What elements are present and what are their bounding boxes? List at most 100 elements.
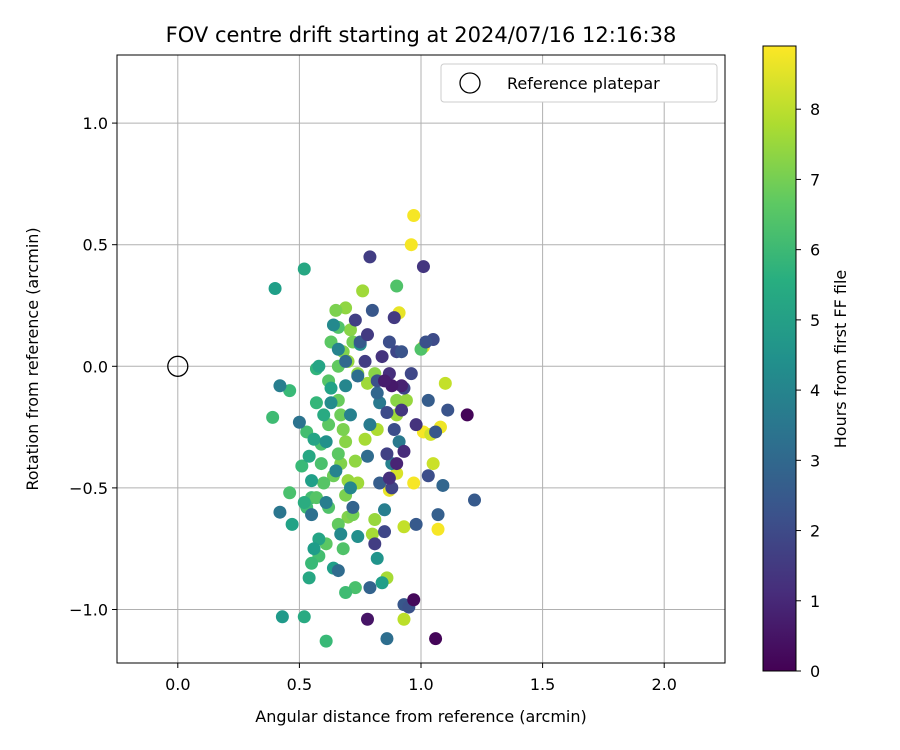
grid-lines (117, 55, 725, 663)
data-point (429, 632, 443, 646)
data-point (407, 476, 421, 490)
data-point (336, 542, 350, 556)
data-point (348, 454, 362, 468)
data-point (395, 379, 409, 393)
data-point (292, 415, 306, 429)
data-point (460, 408, 474, 422)
data-point (392, 435, 406, 449)
colorbar-tick-label: 1 (810, 592, 820, 611)
data-point (421, 393, 435, 407)
data-point (363, 418, 377, 432)
data-point (407, 593, 421, 607)
data-point (334, 408, 348, 422)
data-point (329, 464, 343, 478)
data-point (314, 457, 328, 471)
legend-label-reference: Reference platepar (507, 74, 660, 93)
data-point (331, 517, 345, 531)
data-point (397, 520, 411, 534)
colorbar-tick-label: 7 (810, 170, 820, 189)
data-point (358, 432, 372, 446)
data-point (416, 260, 430, 274)
data-point (373, 476, 387, 490)
data-point (268, 281, 282, 295)
x-tick-label: 1.5 (530, 675, 555, 694)
data-point (285, 517, 299, 531)
data-point (375, 350, 389, 364)
data-point (348, 581, 362, 595)
data-point (404, 238, 418, 252)
y-axis-ticks: −1.0 −0.5 0.0 0.5 1.0 (69, 114, 117, 619)
data-point (312, 532, 326, 546)
data-point (339, 301, 353, 315)
data-point (329, 303, 343, 317)
data-point (380, 447, 394, 461)
data-point (395, 403, 409, 417)
data-point (373, 396, 387, 410)
data-point (380, 632, 394, 646)
data-point (283, 384, 297, 398)
data-point (375, 576, 389, 590)
data-point (331, 447, 345, 461)
data-point (368, 537, 382, 551)
data-point (438, 376, 452, 390)
data-point (468, 493, 482, 507)
data-point (385, 481, 399, 495)
data-points (167, 209, 482, 648)
data-point (397, 444, 411, 458)
data-point (266, 410, 280, 424)
data-point (360, 449, 374, 463)
data-point (302, 571, 316, 585)
data-point (297, 495, 311, 509)
y-tick-label: −1.0 (69, 600, 108, 619)
data-point (326, 318, 340, 332)
data-point (283, 486, 297, 500)
data-point (319, 435, 333, 449)
data-point (324, 396, 338, 410)
data-point (431, 522, 445, 536)
data-point (360, 612, 374, 626)
data-point (305, 508, 319, 522)
data-point (409, 517, 423, 531)
data-point (312, 359, 326, 373)
data-point (390, 457, 404, 471)
data-point (339, 435, 353, 449)
data-point (370, 551, 384, 565)
data-point (273, 505, 287, 519)
colorbar-gradient (762, 45, 797, 672)
y-tick-label: 1.0 (83, 114, 108, 133)
colorbar-tick-label: 4 (810, 381, 820, 400)
data-point (307, 542, 321, 556)
x-axis-ticks: 0.0 0.5 1.0 1.5 2.0 (165, 663, 677, 694)
colorbar-tick-label: 2 (810, 522, 820, 541)
y-tick-label: 0.0 (83, 357, 108, 376)
colorbar-tick-label: 6 (810, 241, 820, 260)
data-point (360, 328, 374, 342)
data-point (297, 610, 311, 624)
data-point (343, 408, 357, 422)
data-point (370, 386, 384, 400)
data-point (368, 513, 382, 527)
data-point (324, 381, 338, 395)
legend: Reference platepar (440, 63, 718, 103)
data-point (397, 612, 411, 626)
data-point (390, 279, 404, 293)
data-point (331, 342, 345, 356)
data-point (275, 610, 289, 624)
data-point (297, 262, 311, 276)
x-tick-label: 1.0 (408, 675, 433, 694)
data-point (343, 481, 357, 495)
data-point (399, 393, 413, 407)
data-point (387, 311, 401, 325)
data-point (382, 471, 396, 485)
data-point (351, 369, 365, 383)
data-point (334, 527, 348, 541)
colorbar: 0 1 2 3 4 5 6 7 8 Hours from first FF file (762, 45, 850, 681)
data-point (319, 495, 333, 509)
data-point (409, 418, 423, 432)
y-axis-label: Rotation from reference (arcmin) (23, 227, 42, 490)
data-point (387, 423, 401, 437)
data-point (305, 474, 319, 488)
data-point (395, 345, 409, 359)
data-point (317, 476, 331, 490)
